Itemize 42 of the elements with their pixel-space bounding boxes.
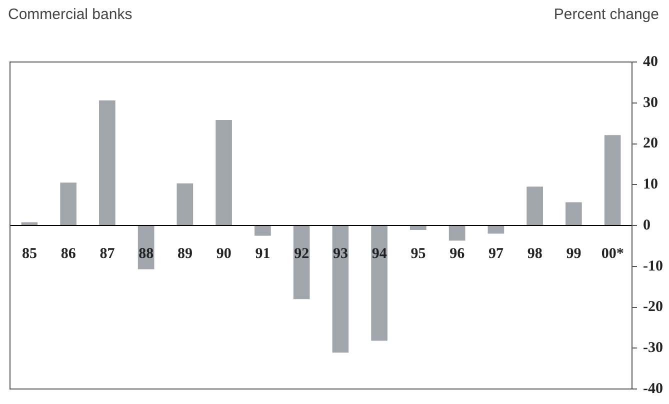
x-tick-label: 88 [138,246,154,262]
bar [254,226,271,236]
bar [526,186,543,225]
bar [99,100,116,225]
bar [488,226,504,234]
x-tick-label: 87 [100,246,116,262]
bar [566,202,582,225]
y-tick-label: 20 [643,136,658,152]
x-tick-label: 91 [255,246,270,262]
x-tick-label: 94 [372,246,388,262]
x-tick-label: 93 [332,246,348,262]
y-tick-label: 10 [643,176,658,192]
x-tick-label: 90 [216,246,232,262]
bar [332,226,349,353]
y-axis-title: Percent change [554,6,659,23]
bar [60,182,76,225]
x-tick-label: 99 [566,246,582,262]
chart-title: Commercial banks [8,6,132,23]
y-tick-label: -30 [643,340,664,356]
x-tick-label: 96 [450,246,466,262]
y-tick-label: 30 [643,94,658,111]
y-tick-label: -10 [643,258,664,274]
bar [448,226,466,241]
bar [410,226,426,230]
bar [293,226,310,300]
x-tick-label: 85 [22,246,37,262]
x-tick-label: 86 [60,246,76,262]
bar [176,183,194,225]
y-tick-label: 40 [643,54,658,70]
y-tick-label: 0 [643,217,651,234]
x-tick-label: 97 [488,246,504,262]
y-tick-label: -20 [643,299,664,316]
bar [604,135,621,225]
x-tick-label: 00* [601,246,624,262]
y-tick-label: -40 [643,380,664,397]
bar [21,222,38,225]
x-tick-label: 89 [177,246,192,262]
bar [216,120,232,225]
x-tick-label: 98 [527,246,542,262]
x-tick-label: 92 [294,246,310,262]
bar [371,226,388,341]
x-tick-label: 95 [410,246,426,262]
